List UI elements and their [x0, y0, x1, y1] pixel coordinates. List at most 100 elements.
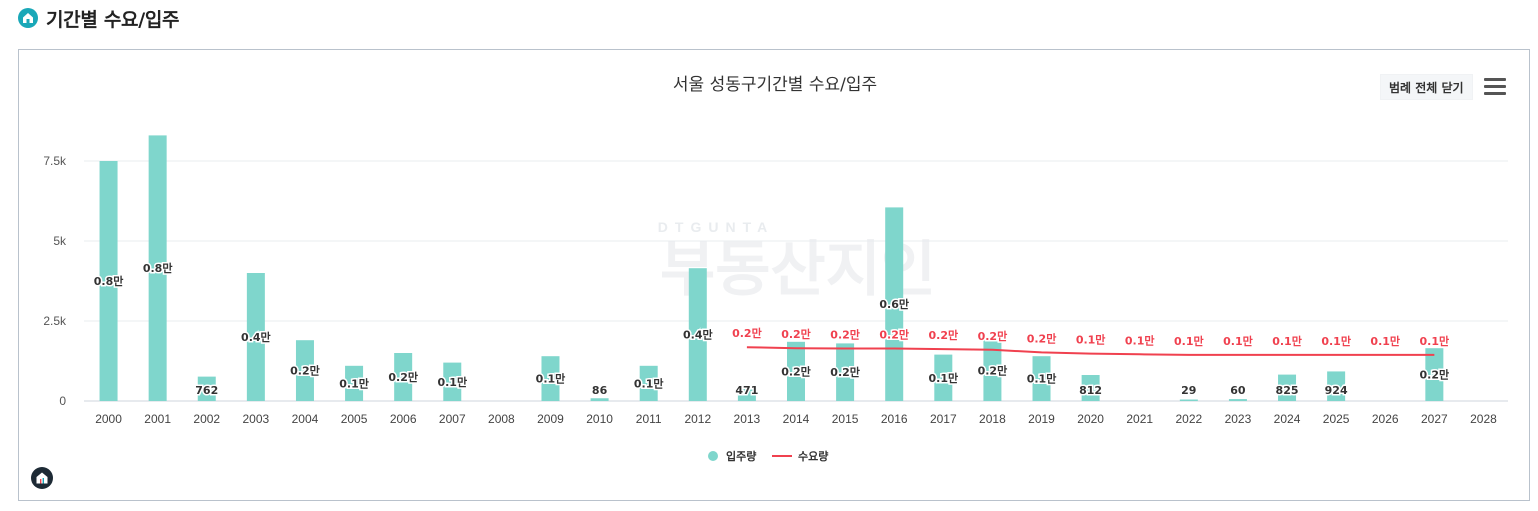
- bar-2010[interactable]: [590, 398, 609, 401]
- line-value-label: 0.2만: [1027, 331, 1057, 345]
- bar-2020[interactable]: [1081, 375, 1100, 401]
- x-tick-label: 2024: [1274, 412, 1301, 426]
- bar-value-label: 0.2만: [781, 364, 811, 378]
- line-value-label: 0.1만: [1321, 334, 1351, 348]
- bar-value-label: 0.1만: [536, 372, 566, 386]
- bar-value-label: 0.8만: [94, 274, 124, 288]
- line-value-label: 0.2만: [929, 328, 959, 342]
- bar-2023[interactable]: [1228, 399, 1247, 401]
- bar-2016[interactable]: [885, 207, 904, 401]
- line-value-label: 0.1만: [1076, 333, 1106, 347]
- bar-2003[interactable]: [246, 273, 265, 401]
- bar-2018[interactable]: [983, 340, 1002, 401]
- x-tick-label: 2027: [1421, 412, 1448, 426]
- section-header: 기간별 수요/입주: [18, 6, 180, 31]
- bar-2017[interactable]: [934, 354, 953, 401]
- x-tick-label: 2006: [390, 412, 417, 426]
- bar-2025[interactable]: [1327, 371, 1346, 401]
- bar-value-label: 60: [1230, 384, 1246, 397]
- legend-label-supply[interactable]: 입주량: [726, 450, 756, 463]
- bar-value-label: 825: [1276, 384, 1299, 397]
- x-tick-label: 2016: [881, 412, 908, 426]
- line-value-label: 0.2만: [732, 326, 762, 340]
- x-tick-label: 2000: [95, 412, 122, 426]
- x-tick-label: 2009: [537, 412, 564, 426]
- x-tick-label: 2022: [1175, 412, 1202, 426]
- x-tick-label: 2001: [144, 412, 171, 426]
- bar-value-label: 0.1만: [1027, 372, 1057, 386]
- bar-value-label: 812: [1079, 384, 1102, 397]
- x-tick-label: 2019: [1028, 412, 1055, 426]
- x-tick-label: 2018: [979, 412, 1006, 426]
- line-value-label: 0.2만: [879, 328, 909, 342]
- x-tick-label: 2002: [193, 412, 220, 426]
- chart-title: 서울 성동구기간별 수요/입주: [673, 75, 877, 95]
- bar-2024[interactable]: [1278, 374, 1297, 401]
- x-tick-label: 2020: [1077, 412, 1104, 426]
- bar-2015[interactable]: [836, 343, 855, 401]
- bar-value-label: 924: [1325, 384, 1348, 397]
- x-tick-label: 2011: [636, 412, 662, 426]
- bar-value-label: 0.2만: [1420, 368, 1450, 382]
- chart-legend: 입주량 수요량: [708, 450, 828, 463]
- bar-2011[interactable]: [639, 365, 658, 401]
- bar-value-label: 0.1만: [634, 376, 664, 390]
- bar-2019[interactable]: [1032, 356, 1051, 401]
- bar-value-label: 0.2만: [388, 370, 418, 384]
- y-tick-label: 2.5k: [43, 314, 67, 328]
- x-tick-label: 2026: [1372, 412, 1399, 426]
- line-value-label: 0.1만: [1420, 334, 1450, 348]
- x-tick-label: 2014: [783, 412, 810, 426]
- line-value-label: 0.2만: [781, 327, 811, 341]
- line-value-label: 0.1만: [1125, 333, 1155, 347]
- bar-2000[interactable]: [99, 161, 118, 401]
- bar-value-label: 0.2만: [978, 364, 1008, 378]
- legend-label-demand[interactable]: 수요량: [798, 450, 828, 463]
- menu-icon[interactable]: [1484, 78, 1506, 96]
- bar-value-label: 0.2만: [830, 365, 860, 379]
- bar-value-label: 0.6만: [879, 297, 909, 311]
- bar-2001[interactable]: [148, 135, 167, 401]
- x-tick-label: 2028: [1470, 412, 1497, 426]
- y-tick-label: 5k: [53, 234, 67, 248]
- x-tick-label: 2007: [439, 412, 466, 426]
- x-tick-label: 2017: [930, 412, 957, 426]
- demand-line[interactable]: [746, 346, 1435, 356]
- home-icon: [18, 8, 38, 28]
- x-tick-label: 2010: [586, 412, 613, 426]
- legend-toggle-button[interactable]: 범례 전체 닫기: [1380, 74, 1473, 100]
- y-tick-label: 7.5k: [43, 154, 67, 168]
- x-tick-label: 2012: [684, 412, 711, 426]
- bar-2012[interactable]: [688, 268, 707, 401]
- bar-2005[interactable]: [345, 365, 364, 401]
- line-value-label: 0.1만: [1174, 334, 1204, 348]
- x-tick-label: 2025: [1323, 412, 1350, 426]
- x-tick-label: 2003: [243, 412, 270, 426]
- bar-2002[interactable]: [197, 376, 216, 401]
- bar-2007[interactable]: [443, 362, 462, 401]
- bar-2014[interactable]: [787, 341, 805, 401]
- x-tick-label: 2005: [341, 412, 368, 426]
- line-value-label: 0.2만: [830, 328, 860, 342]
- bar-2027[interactable]: [1425, 348, 1444, 401]
- bar-2013[interactable]: [737, 385, 756, 401]
- bar-value-label: 0.1만: [339, 376, 369, 390]
- x-tick-label: 2021: [1126, 412, 1153, 426]
- chart-card: [18, 49, 1530, 501]
- bar-value-label: 762: [195, 384, 218, 397]
- bar-value-label: 29: [1181, 384, 1196, 397]
- x-tick-label: 2004: [292, 412, 319, 426]
- bar-value-label: 0.8만: [143, 261, 173, 275]
- logo-icon: [31, 467, 53, 489]
- x-tick-label: 2008: [488, 412, 515, 426]
- watermark-subtext: DTGUNTA: [658, 219, 774, 235]
- bar-value-label: 0.1만: [929, 371, 959, 385]
- legend-marker-bar[interactable]: [708, 451, 718, 461]
- bar-2006[interactable]: [394, 353, 413, 401]
- bar-2009[interactable]: [541, 356, 560, 401]
- bar-2004[interactable]: [295, 340, 314, 401]
- bar-2022[interactable]: [1179, 399, 1198, 402]
- x-tick-label: 2023: [1225, 412, 1252, 426]
- bar-value-label: 471: [735, 384, 758, 397]
